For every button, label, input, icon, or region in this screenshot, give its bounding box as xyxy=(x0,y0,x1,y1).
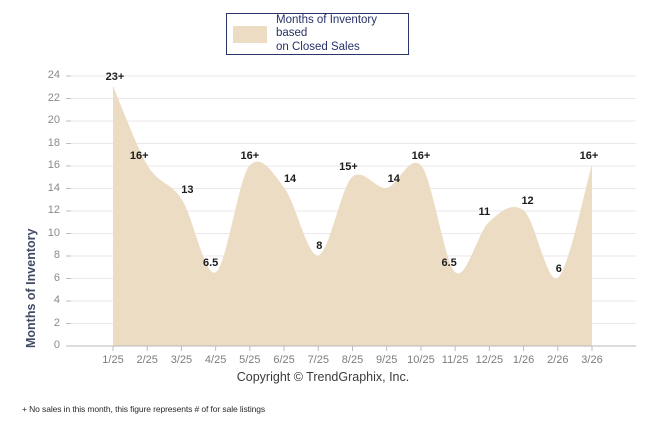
data-label: 14 xyxy=(283,172,297,185)
data-label: 13 xyxy=(181,183,194,196)
x-tick-label: 11/25 xyxy=(441,354,469,366)
data-label: 12 xyxy=(521,195,534,207)
x-tick-label: 5/25 xyxy=(239,354,261,366)
footnote-text: + No sales in this month, this figure re… xyxy=(22,404,266,414)
data-label: 23+ xyxy=(105,71,125,84)
x-tick-label: 8/25 xyxy=(341,354,364,366)
copyright-text: Copyright © TrendGraphix, Inc. xyxy=(236,370,410,384)
y-tick-label: 4 xyxy=(53,294,60,306)
x-tick-label: 10/25 xyxy=(407,354,435,366)
x-tick-label: 6/25 xyxy=(273,354,295,366)
legend-label: Months of Inventory based on Closed Sale… xyxy=(276,13,377,53)
y-tick-label: 16 xyxy=(47,159,60,171)
y-tick-label: 20 xyxy=(47,114,60,126)
x-tick-label: 2/25 xyxy=(136,354,158,366)
x-tick-label: 1/26 xyxy=(512,354,535,366)
data-label: 8 xyxy=(316,240,323,252)
x-tick-label: 4/25 xyxy=(204,354,227,366)
chart-legend: Months of Inventory based on Closed Sale… xyxy=(226,13,409,55)
x-tick-label: 1/25 xyxy=(102,354,124,366)
data-label: 6.5 xyxy=(441,256,457,269)
x-tick-label: 7/25 xyxy=(307,354,329,366)
y-tick-label: 18 xyxy=(47,136,60,149)
data-label: 16+ xyxy=(240,150,260,162)
legend-color-swatch xyxy=(233,25,267,43)
x-tick-label: 3/26 xyxy=(581,354,603,366)
area-series-line xyxy=(112,87,593,280)
y-tick-label: 14 xyxy=(47,181,60,194)
y-tick-label: 0 xyxy=(53,339,60,351)
x-tick-label: 2/26 xyxy=(547,354,569,366)
y-tick-label: 10 xyxy=(47,226,60,239)
data-label: 16+ xyxy=(129,150,149,162)
x-tick-label: 12/25 xyxy=(475,354,504,366)
y-tick-label: 2 xyxy=(53,316,60,329)
data-label: 15+ xyxy=(339,161,358,174)
area-series-fill xyxy=(113,87,592,346)
x-tick-label: 9/25 xyxy=(375,354,398,366)
data-label: 14 xyxy=(387,172,400,185)
y-axis-title: Months of Inventory xyxy=(24,228,38,348)
y-tick-label: 6 xyxy=(53,271,60,284)
data-label: 6.5 xyxy=(202,256,219,269)
y-tick-label: 24 xyxy=(47,69,60,81)
data-label: 11 xyxy=(478,206,491,219)
y-tick-label: 22 xyxy=(47,91,60,104)
data-label: 16+ xyxy=(579,150,599,162)
y-tick-label: 12 xyxy=(47,204,60,216)
data-label: 16+ xyxy=(411,150,431,162)
x-tick-label: 3/25 xyxy=(170,354,193,366)
data-label: 6 xyxy=(555,262,562,275)
y-tick-label: 8 xyxy=(53,249,60,261)
